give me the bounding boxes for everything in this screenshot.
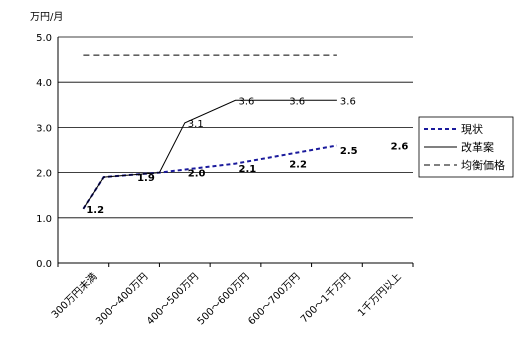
axes (57, 37, 414, 267)
data-label: 2.2 (289, 160, 307, 171)
series-line-1 (82, 144, 338, 210)
unit-label: 万円/月 (30, 11, 63, 23)
legend-label: 現状 (461, 122, 483, 136)
legend-label: 改革案 (461, 140, 494, 154)
data-label: 2.1 (239, 164, 257, 175)
series-lines (82, 54, 338, 210)
x-tick-label: 400～500万円 (145, 271, 201, 327)
data-label: 2.6 (391, 141, 409, 152)
y-tick-label: 5.0 (36, 33, 52, 44)
grid-lines (58, 36, 413, 219)
data-label: 1.2 (86, 205, 104, 216)
data-label: 2.5 (340, 146, 358, 157)
x-tick-label: 600～700万円 (246, 271, 302, 327)
data-label: 3.6 (239, 96, 255, 107)
x-tick-labels: 300万円未満300～400万円400～500万円500～600万円600～70… (49, 271, 404, 328)
y-tick-label: 2.0 (36, 169, 52, 180)
x-tick-label: 700～1千万円 (298, 271, 353, 326)
y-tick-label: 1.0 (36, 214, 52, 225)
series-line-2 (82, 99, 337, 210)
data-label: 3.6 (289, 96, 305, 107)
data-label: 1.9 (137, 173, 155, 184)
x-tick-label: 1千万円以上 (355, 271, 403, 319)
data-label: 3.6 (340, 96, 356, 107)
y-tick-label: 3.0 (36, 123, 52, 134)
legend-label: 均衡価格 (461, 158, 505, 172)
x-tick-label: 300万円未満 (49, 271, 99, 321)
x-tick-label: 300～400万円 (94, 271, 150, 327)
data-labels: 1.2 1.9 2.0 2.1 2.2 2.5 2.6 3.1 3.6 3.6 3.6 (86, 96, 408, 215)
data-label: 2.0 (188, 169, 206, 180)
data-label: 3.1 (188, 119, 204, 130)
y-tick-label: 0.0 (36, 259, 52, 270)
x-tick-label: 500～600万円 (196, 271, 252, 327)
y-tick-labels: 0.0 1.0 2.0 3.0 4.0 5.0 (36, 33, 52, 270)
y-tick-label: 4.0 (36, 78, 52, 89)
